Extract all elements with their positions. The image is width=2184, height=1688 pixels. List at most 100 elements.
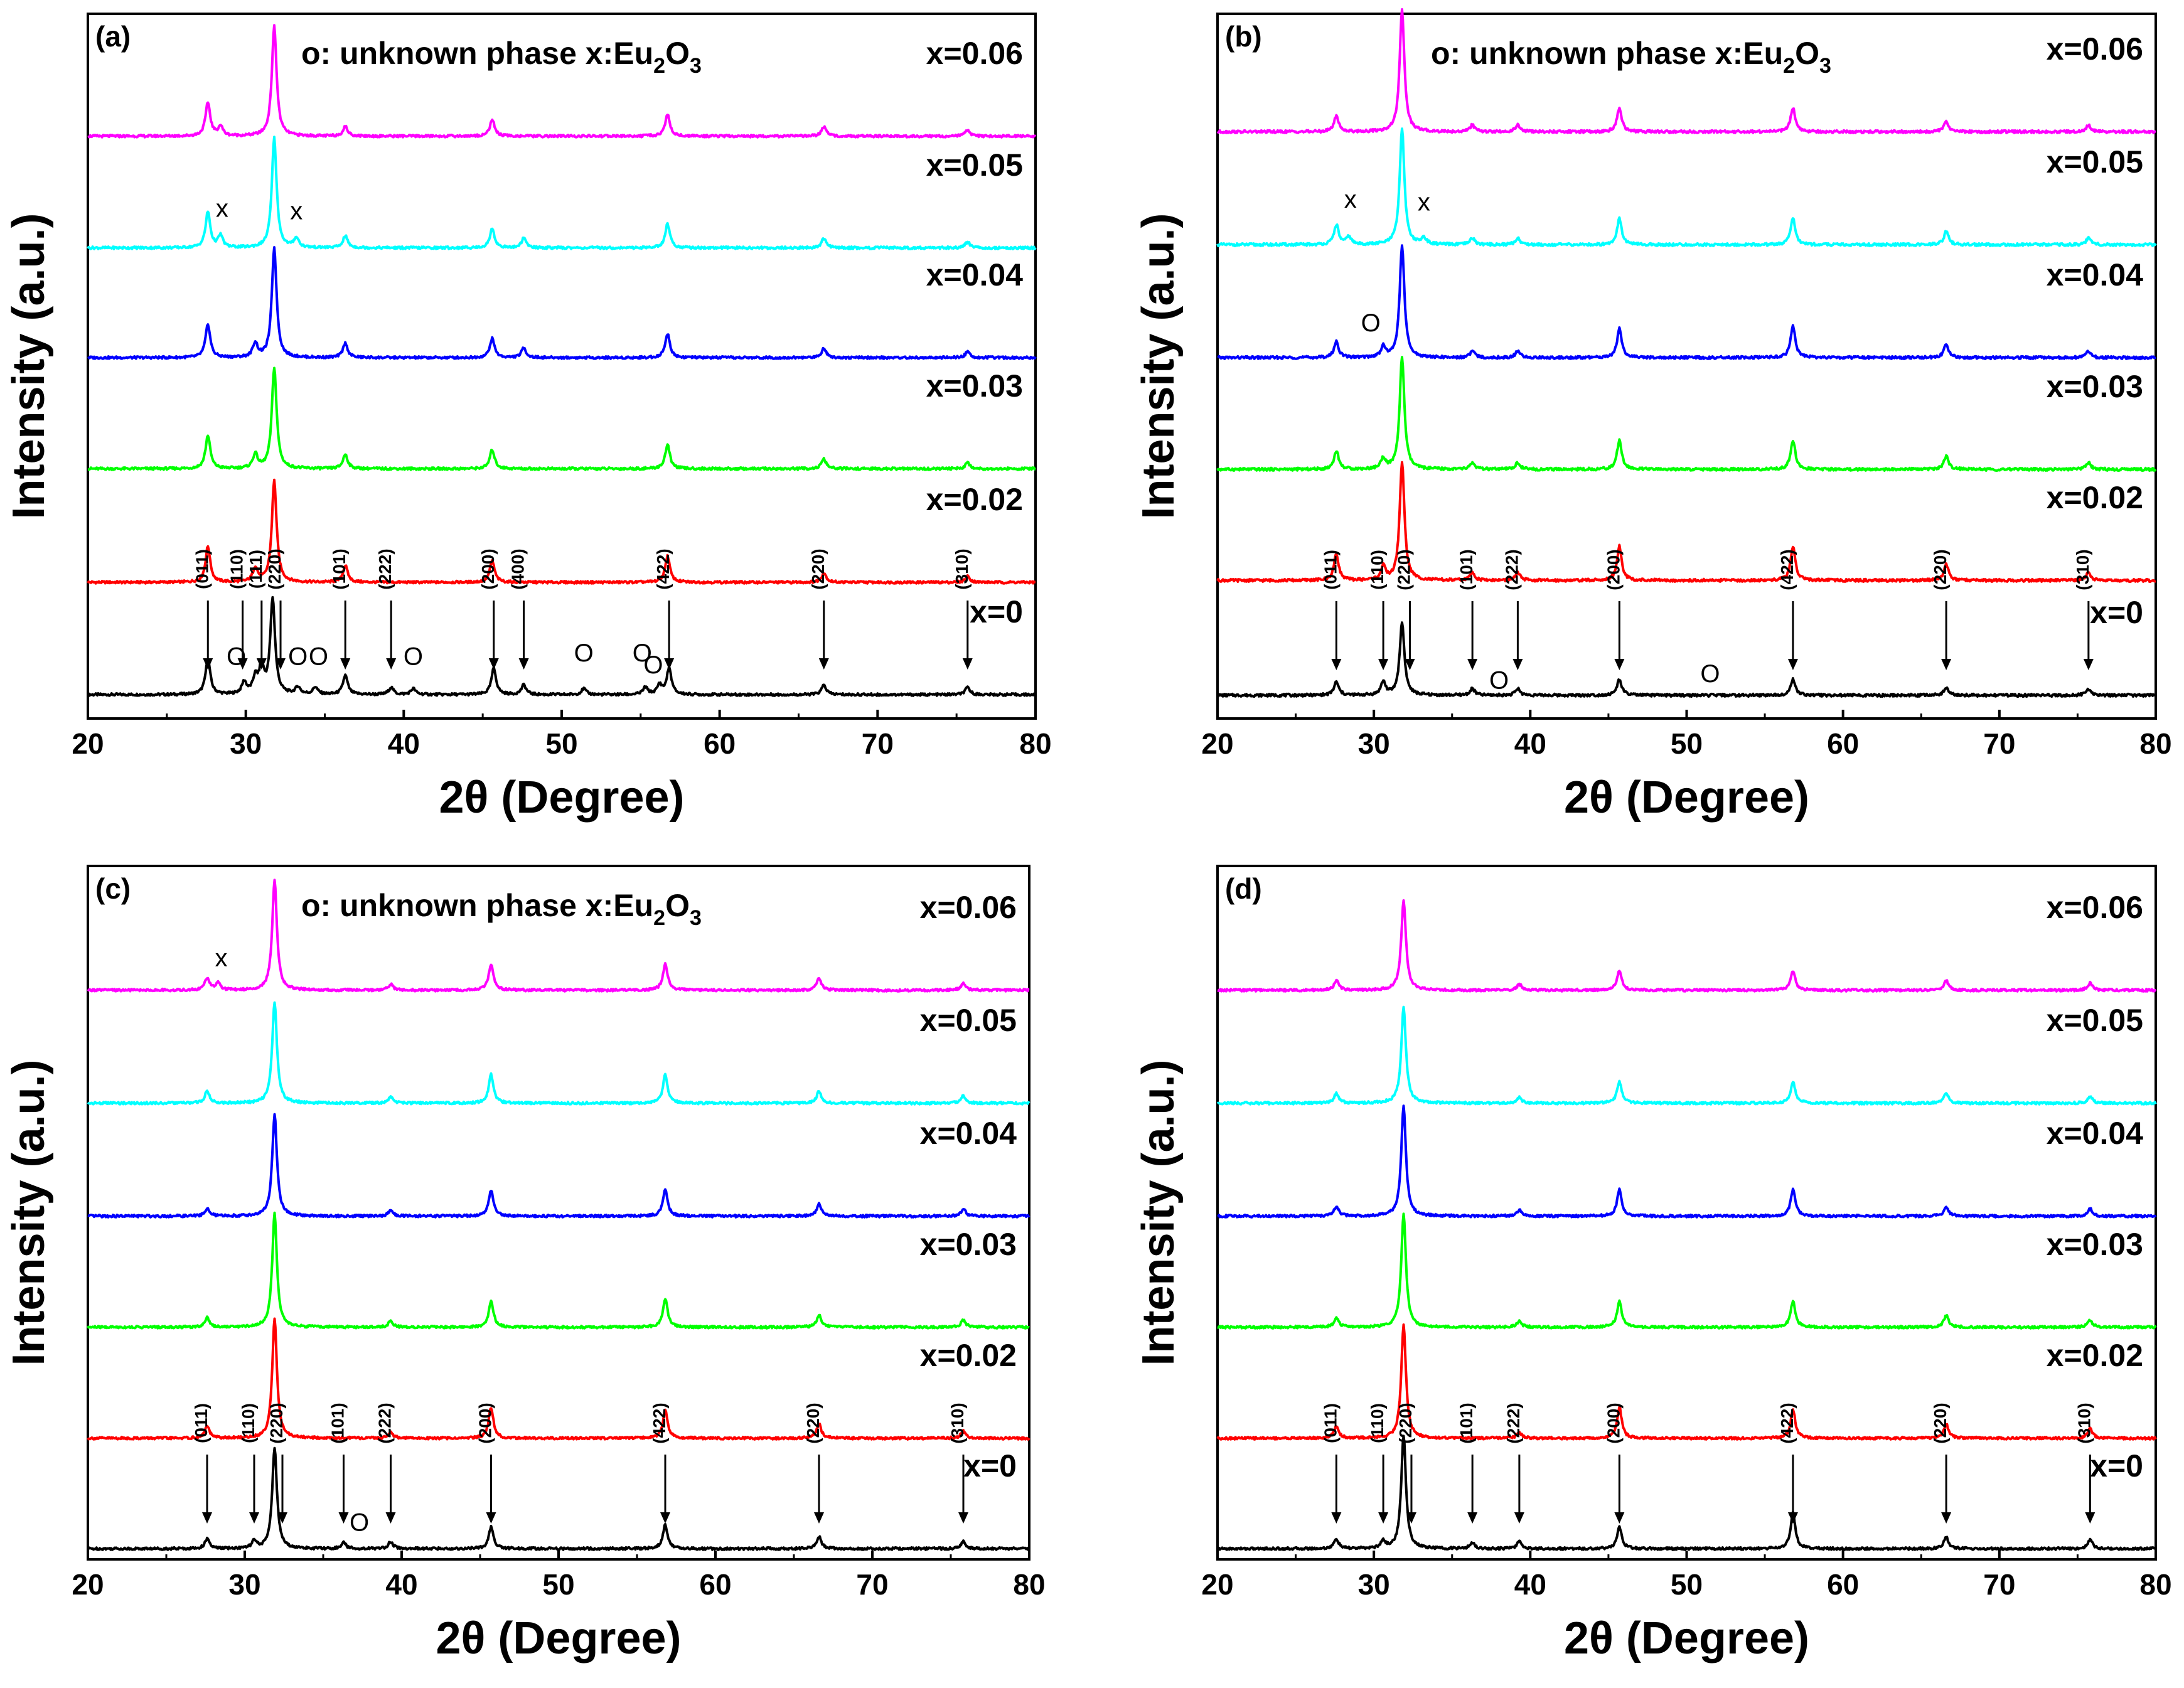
- phase-legend-part: 3: [690, 54, 702, 78]
- series-line-x-0-05: [1216, 1005, 2157, 1106]
- phase-legend-part: O: [665, 36, 690, 71]
- series-line-x-0-06: [87, 879, 1030, 993]
- miller-index-label: (200): [1603, 1402, 1623, 1443]
- x-tick-label: 50: [1671, 727, 1703, 760]
- series-label: x=0: [2090, 595, 2143, 630]
- x-axis-label: 2θ (Degree): [1564, 772, 1809, 823]
- panel-b: 20 30 40 50 60 70 80 2θ (Degree) Intensity (a.u.…: [1133, 8, 2172, 823]
- x-tick-label: 70: [1983, 727, 2015, 760]
- series-line-x-0-03: [87, 366, 1036, 471]
- miller-index-arrowhead: [338, 1512, 349, 1524]
- phase-legend-part: 3: [690, 906, 702, 930]
- phase-legend-part: o: unknown phase x:Eu: [301, 888, 653, 923]
- miller-index-arrowhead: [340, 658, 351, 670]
- miller-index-label: (011): [1320, 1403, 1340, 1443]
- miller-index-label: (310): [2074, 1402, 2094, 1443]
- phase-legend-part: 2: [1783, 54, 1795, 78]
- x-tick-label: 40: [385, 1568, 417, 1601]
- miller-index-label: (011): [1320, 550, 1340, 590]
- plot-frame: [87, 13, 1037, 720]
- miller-index-label: (110): [227, 549, 247, 589]
- miller-index-arrowhead: [1941, 1512, 1952, 1524]
- x-tick-label: 70: [862, 727, 894, 760]
- miller-index-label: (422): [653, 548, 673, 589]
- miller-index-arrowhead: [277, 1512, 287, 1524]
- series-line-x-0: [87, 596, 1037, 697]
- miller-index-label: (110): [238, 1403, 258, 1443]
- miller-index-arrowhead: [814, 1512, 824, 1524]
- x-tick-label: 80: [2139, 727, 2171, 760]
- miller-index-arrowhead: [958, 1512, 968, 1524]
- miller-index-arrowhead: [202, 1512, 212, 1524]
- miller-index-arrowhead: [1331, 1512, 1342, 1524]
- miller-index-label: (222): [1504, 1402, 1523, 1443]
- series-line-x-0-06: [1217, 899, 2157, 993]
- phase-marker: x: [1418, 188, 1430, 216]
- miller-index-label: (200): [1603, 549, 1623, 590]
- plot-frame: [1216, 13, 2157, 720]
- miller-index-arrowhead: [1614, 1512, 1625, 1524]
- phase-marker: O: [1489, 667, 1509, 695]
- plot-frame: [1216, 865, 2157, 1561]
- y-axis-label: Intensity (a.u.): [1133, 213, 1184, 519]
- miller-index-arrowhead: [518, 658, 529, 670]
- x-tick-label: 20: [1201, 727, 1233, 760]
- series-line-x-0-04: [87, 246, 1037, 360]
- miller-index-arrowhead: [1406, 1512, 1416, 1524]
- phase-legend-part: O: [665, 888, 690, 923]
- series-line-x-0-03: [1217, 1212, 2157, 1330]
- x-tick-label: 30: [228, 1568, 260, 1601]
- miller-index-arrowhead: [237, 658, 248, 670]
- series-line-x-0-04: [87, 1113, 1030, 1219]
- series-line-x-0-02: [87, 478, 1036, 585]
- series-label: x=0: [2090, 1448, 2143, 1483]
- miller-index-arrowhead: [1467, 659, 1478, 670]
- series-label: x=0.04: [920, 1116, 1017, 1151]
- x-tick-label: 50: [542, 1568, 574, 1601]
- miller-index-arrowhead: [1467, 1512, 1478, 1524]
- x-tick-label: 30: [1358, 727, 1390, 760]
- phase-marker: O: [404, 643, 423, 671]
- x-tick-label: 30: [1358, 1568, 1390, 1601]
- miller-index-arrowhead: [962, 658, 973, 670]
- series-label: x=0.06: [926, 36, 1023, 71]
- phase-legend-part: 2: [653, 906, 665, 930]
- panel-c: 20 30 40 50 60 70 80 2θ (Degree) Intensity (a.u.…: [4, 865, 1046, 1664]
- miller-index-label: (220): [1930, 1402, 1950, 1443]
- miller-index-label: (222): [375, 1402, 395, 1443]
- miller-index-label: (220): [1394, 549, 1413, 590]
- miller-index-label: (200): [476, 1402, 495, 1443]
- series-line-x-0: [87, 1446, 1030, 1551]
- miller-index-label: (220): [803, 1402, 823, 1443]
- x-tick-label: 80: [1013, 1568, 1045, 1601]
- miller-index-label: (101): [328, 1402, 348, 1443]
- miller-index-label: (220): [808, 548, 828, 589]
- miller-index-label: (220): [1930, 549, 1950, 590]
- x-tick-label: 60: [1827, 1568, 1859, 1601]
- phase-legend-note: o: unknown phase x:Eu2O3: [1431, 36, 1831, 78]
- miller-index-arrowhead: [386, 658, 397, 670]
- miller-index-label: (400): [508, 548, 528, 589]
- series-line-x-0-03: [1216, 356, 2157, 472]
- panel-label: (d): [1225, 872, 1262, 905]
- series-label: x=0.02: [920, 1338, 1017, 1373]
- series-label: x=0.06: [2047, 890, 2143, 925]
- series-label: x=0.03: [926, 368, 1023, 403]
- miller-index-label: (011): [191, 1403, 211, 1443]
- miller-index-label: (200): [478, 548, 498, 589]
- miller-index-arrowhead: [1378, 1512, 1389, 1524]
- series-label: x=0.02: [926, 482, 1023, 517]
- miller-index-label: (101): [1457, 549, 1476, 590]
- series-label: x=0.05: [920, 1003, 1017, 1038]
- series-label: x=0.06: [2047, 31, 2143, 67]
- plot-frame: [87, 865, 1030, 1561]
- panel-label: (a): [95, 20, 131, 53]
- phase-legend-part: o: unknown phase x:Eu: [301, 36, 653, 71]
- x-tick-label: 20: [1201, 1568, 1233, 1601]
- x-tick-label: 60: [1827, 727, 1859, 760]
- x-tick-label: 70: [856, 1568, 888, 1601]
- series-line-x-0-04: [1217, 1104, 2157, 1219]
- x-tick-label: 20: [72, 1568, 104, 1601]
- series-label: x=0.04: [2047, 1116, 2144, 1151]
